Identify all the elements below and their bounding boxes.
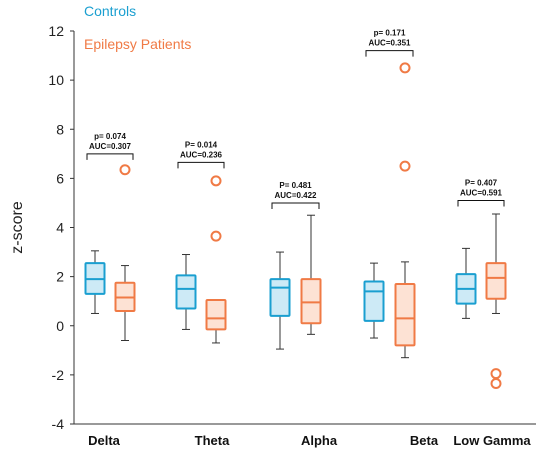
patients-outlier xyxy=(399,160,411,172)
patients-box xyxy=(394,282,416,347)
annotation-auc: AUC=0.236 xyxy=(180,150,223,159)
annotation-auc: AUC=0.422 xyxy=(274,191,317,200)
patients-outlier xyxy=(490,377,502,389)
significance-bracket xyxy=(271,202,320,209)
y-tick-label: -4 xyxy=(52,416,65,432)
y-tick-label: 10 xyxy=(48,72,64,88)
x-category-label: Delta xyxy=(88,433,121,448)
x-category-label: Low Gamma xyxy=(453,433,531,448)
controls-box xyxy=(269,278,291,317)
x-category-label: Alpha xyxy=(301,433,338,448)
annotation-p-value: P= 0.481 xyxy=(279,181,312,190)
y-tick-label: 8 xyxy=(56,121,64,137)
controls-box xyxy=(175,274,197,310)
legend-controls: Controls xyxy=(84,3,137,19)
y-tick-label: -2 xyxy=(52,367,65,383)
annotation-p-value: P= 0.014 xyxy=(185,140,218,149)
patients-outlier xyxy=(490,368,502,380)
annotation-auc: AUC=0.351 xyxy=(368,39,411,48)
patients-outlier xyxy=(119,164,131,176)
significance-bracket xyxy=(177,161,225,169)
annotation-p-value: p= 0.171 xyxy=(374,29,406,38)
annotation-p-value: P= 0.407 xyxy=(465,178,498,187)
y-tick-label: 2 xyxy=(56,269,64,285)
patients-outlier xyxy=(210,230,222,242)
significance-bracket xyxy=(365,50,414,57)
x-category-label: Theta xyxy=(195,433,230,448)
annotation-p-value: p= 0.074 xyxy=(94,132,126,141)
patients-box xyxy=(205,298,227,331)
annotation-auc: AUC=0.307 xyxy=(89,142,132,151)
significance-bracket xyxy=(457,199,505,207)
x-category-label: Beta xyxy=(410,433,439,448)
y-tick-label: 4 xyxy=(56,220,64,236)
y-tick-label: 0 xyxy=(56,318,64,334)
annotation-auc: AUC=0.591 xyxy=(460,188,503,197)
patients-outlier xyxy=(210,175,222,187)
significance-bracket xyxy=(86,153,134,160)
y-tick-label: 6 xyxy=(56,170,64,186)
legend-epilepsy-patients: Epilepsy Patients xyxy=(84,36,192,52)
y-axis-label: z-score xyxy=(9,201,26,254)
patients-outlier xyxy=(399,62,411,74)
y-tick-label: 12 xyxy=(48,23,64,39)
controls-box xyxy=(363,280,385,322)
patients-box xyxy=(300,278,322,325)
patients-box xyxy=(485,262,507,300)
